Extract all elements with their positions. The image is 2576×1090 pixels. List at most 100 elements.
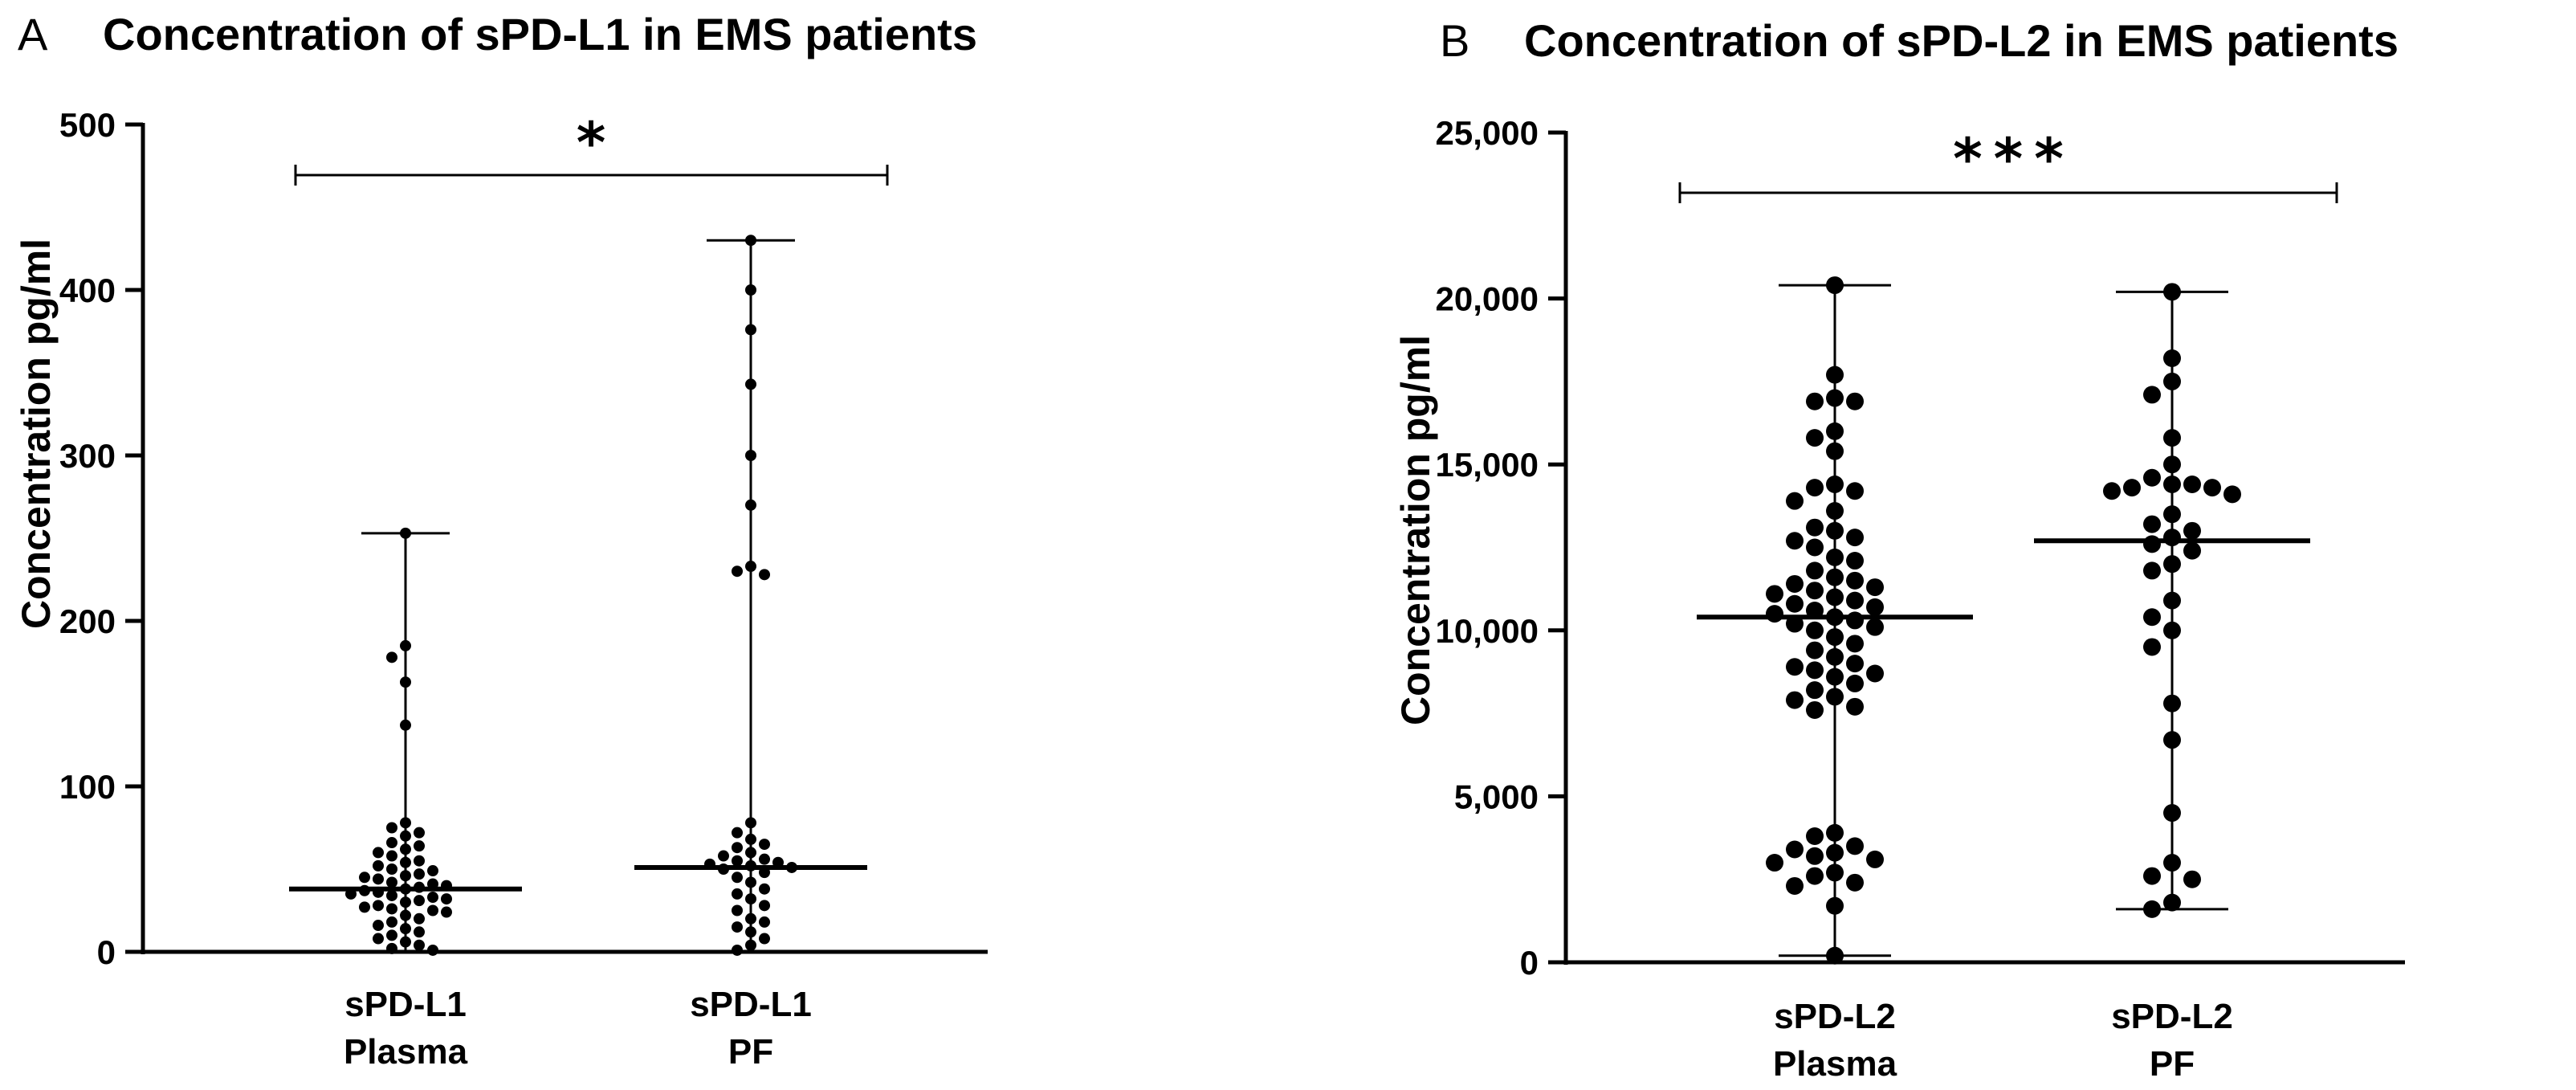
panel-b-group-1-data-point: [1786, 691, 1804, 709]
panel-b-group-1-data-point: [1866, 664, 1884, 683]
panel-a-group-1-data-point: [373, 920, 384, 932]
panel-b-group-1-data-point: [1806, 641, 1824, 659]
panel-b-group-1-data-point: [1846, 655, 1864, 673]
panel-a-group-2-data-point: [732, 921, 743, 933]
panel-b-group-2-data-point: [2103, 482, 2121, 500]
panel-a-group-1-data-point: [386, 850, 397, 862]
panel-b-group-1-data-point: [1826, 521, 1844, 540]
panel-a-group-1-data-point: [400, 676, 411, 688]
panel-a-group-1-data-point: [400, 817, 411, 829]
panel-a-group-2-data-point: [745, 450, 756, 461]
panel-a-group-1-data-point: [386, 876, 397, 888]
panel-b-category-2-line2: PF: [2150, 1044, 2195, 1084]
panel-a-group-1-data-point: [414, 868, 425, 880]
panel-b-group-1-data-point: [1846, 611, 1864, 630]
panel-b-group-1-data-point: [1846, 529, 1864, 547]
panel-b-group-2-data-point: [2143, 638, 2161, 656]
panel-b-group-2-data-point: [2143, 561, 2161, 580]
panel-a-group-1-data-point: [386, 822, 397, 834]
panel-a-group-1-data-point: [386, 916, 397, 928]
panel-a-y-tick-label: 300: [59, 437, 116, 475]
panel-a-group-2-data-point: [745, 817, 756, 829]
panel-a-group-2-data-point: [732, 888, 743, 900]
panel-a-group-2-data-point: [759, 916, 770, 928]
panel-b-group-2-data-point: [2163, 372, 2181, 390]
panel-a-group-1-data-point: [373, 847, 384, 859]
panel-b-group-2-data-point: [2163, 529, 2181, 547]
panel-b-group-1-data-point: [1806, 518, 1824, 537]
panel-a-y-axis-title: Concentration pg/ml: [14, 239, 59, 629]
panel-b-group-2-data-point: [2163, 854, 2181, 872]
panel-a-group-1-data-point: [359, 901, 370, 913]
panel-b-group-1-data-point: [1846, 482, 1864, 500]
panel-a-group-2-data-point: [745, 235, 756, 247]
panel-a-group-2-data-point: [745, 876, 756, 888]
panel-a-group-2-data-point: [759, 933, 770, 945]
panel-b-y-tick-label: 20,000: [1436, 280, 1539, 318]
panel-b-group-1-data-point: [1806, 621, 1824, 639]
panel-b-group-1-data-point: [1786, 594, 1804, 613]
panel-b-group-1-data-point: [1866, 618, 1884, 636]
panel-b-category-2-line1: sPD-L2: [2111, 997, 2233, 1036]
panel-b-y-tick-label: 5,000: [1454, 778, 1539, 815]
panel-b-group-1-data-point: [1806, 700, 1824, 719]
panel-b-group-1-data-point: [1806, 867, 1824, 885]
panel-a-group-1-data-point: [427, 865, 438, 877]
panel-b-group-1-data-point: [1806, 561, 1824, 580]
panel-a-group-1-data-point: [427, 944, 438, 956]
panel-b-group-1-data-point: [1786, 532, 1804, 550]
panel-b-letter: B: [1440, 15, 1469, 66]
panel-b-group-1-data-point: [1826, 276, 1844, 295]
panel-a-group-2-data-point: [745, 499, 756, 511]
panel-b-y-tick-label: 15,000: [1436, 446, 1539, 484]
panel-b-group-2-data-point: [2143, 386, 2161, 404]
panel-b-group-1-data-point: [1826, 365, 1844, 384]
panel-b-group-1-data-point: [1866, 598, 1884, 616]
panel-a-group-1-data-point: [400, 923, 411, 935]
panel-b-group-1-data-point: [1826, 475, 1844, 493]
panel-a-group-1-data-point: [400, 527, 411, 539]
panel-b-group-2-data-point: [2163, 455, 2181, 474]
panel-b-group-1-data-point: [1766, 854, 1783, 872]
panel-a-group-2-data-point: [759, 900, 770, 912]
panel-a-group-2-data-point: [745, 833, 756, 845]
panel-b-group-1-data-point: [1806, 479, 1824, 497]
panel-a-group-2-data-point: [718, 850, 729, 862]
panel-a-group-2-data-point: [732, 565, 743, 578]
panel-a-group-1-data-point: [373, 859, 384, 872]
panel-a-group-1-data-point: [414, 855, 425, 867]
panel-a-significance-label: *: [577, 110, 606, 176]
panel-b-group-2-data-point: [2163, 505, 2181, 524]
panel-b-group-1-data-point: [1826, 548, 1844, 566]
panel-b-group-1-data-point: [1846, 571, 1864, 590]
panel-b-group-2-data-point: [2163, 804, 2181, 823]
panel-b-group-1-data-point: [1866, 850, 1884, 868]
panel-b-group-2-data-point: [2143, 867, 2161, 885]
panel-b-title: Concentration of sPD-L2 in EMS patients: [1524, 15, 2399, 66]
panel-a-group-1-data-point: [441, 906, 452, 918]
panel-b-group-1-data-point: [1846, 591, 1864, 610]
panel-a-group-1-data-point: [400, 856, 411, 868]
panel-a-group-2-data-point: [745, 893, 756, 905]
panel-a-group-1-data-point: [414, 926, 425, 938]
panel-b-group-1-data-point: [1826, 389, 1844, 407]
panel-b-group-1-data-point: [1766, 585, 1783, 603]
panel-b-group-1-data-point: [1786, 840, 1804, 859]
panel-a-group-1-data-point: [386, 929, 397, 941]
panel-a-group-1-data-point: [386, 837, 397, 849]
panel-b-group-1-data-point: [1846, 674, 1864, 692]
panel-b-group-2-data-point: [2163, 283, 2181, 301]
panel-b-group-1-data-point: [1846, 392, 1864, 410]
panel-a-y-tick-label: 400: [59, 271, 116, 309]
panel-b-group-1-data-point: [1826, 568, 1844, 586]
panel-b-group-2-data-point: [2163, 731, 2181, 749]
panel-a-group-1-data-point: [400, 936, 411, 948]
panel-a-group-2-data-point: [732, 872, 743, 884]
panel-b-significance-label: ***: [1953, 126, 2075, 192]
panel-b-group-1-data-point: [1866, 578, 1884, 597]
panel-a-group-1-data-point: [400, 870, 411, 882]
panel-a-group-1-data-point: [400, 896, 411, 908]
panel-b-group-1-data-point: [1826, 422, 1844, 440]
panel-a-group-1-data-point: [400, 843, 411, 855]
